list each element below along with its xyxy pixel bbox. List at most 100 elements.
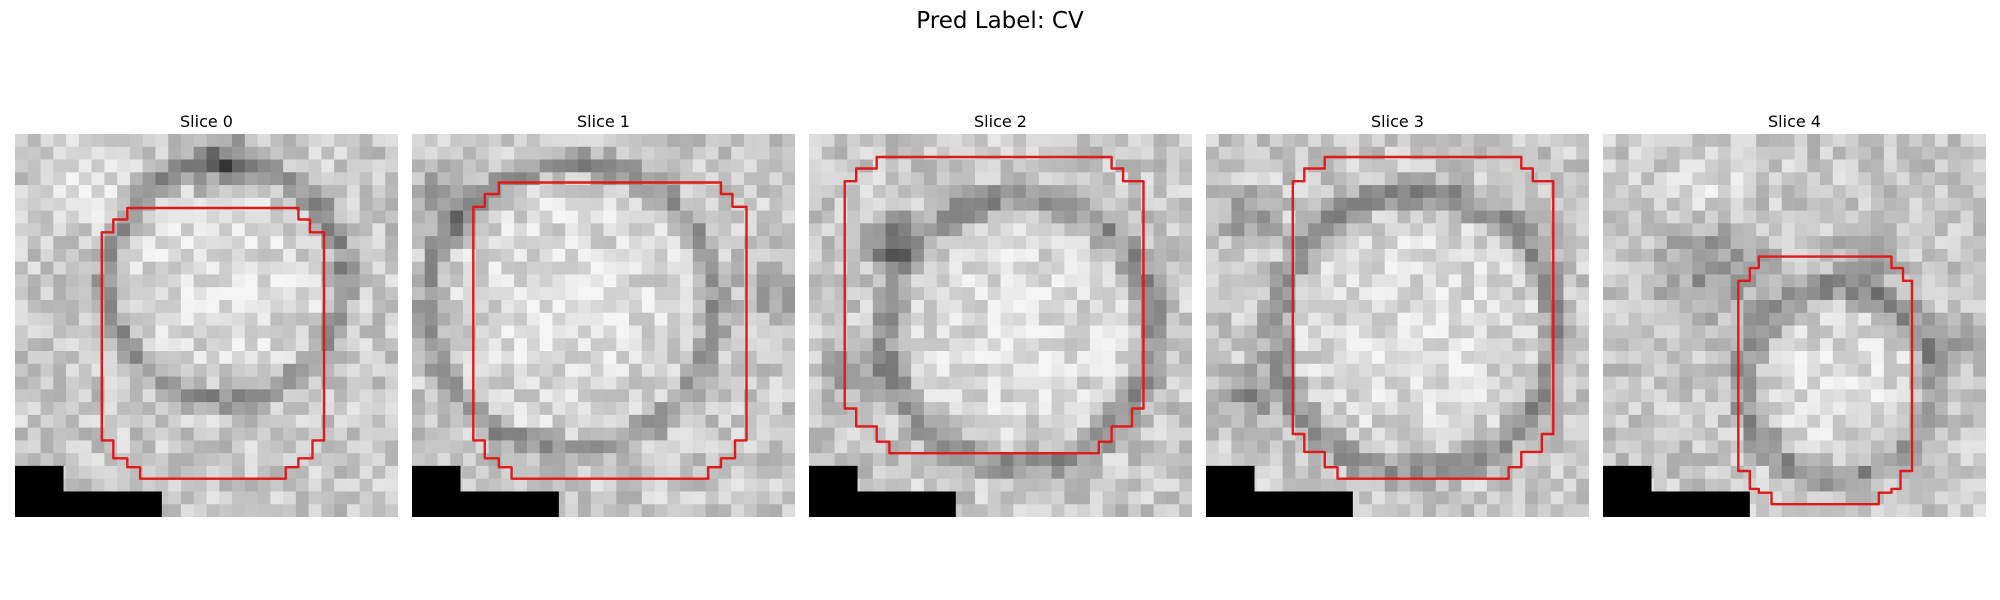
pixel-cell <box>1038 504 1052 517</box>
pixel-cell <box>1537 465 1552 480</box>
pixel-cell <box>257 236 271 250</box>
pixel-cell <box>424 287 438 301</box>
pixel-cell <box>769 338 783 352</box>
pixel-cell <box>1858 261 1872 275</box>
pixel-cell <box>577 491 592 505</box>
pixel-cell <box>756 376 770 390</box>
pixel-cell <box>1179 453 1192 467</box>
pixel-cell <box>1371 274 1386 288</box>
pixel-cell <box>117 261 131 275</box>
pixel-cell <box>180 287 195 301</box>
pixel-cell <box>53 414 67 429</box>
pixel-cell <box>641 427 655 441</box>
pixel-cell <box>1794 236 1808 250</box>
pixel-cell <box>1231 325 1245 339</box>
pixel-cell <box>1743 146 1757 160</box>
pixel-cell <box>590 478 604 492</box>
pixel-cell <box>1717 338 1732 352</box>
pixel-cell <box>1845 351 1859 365</box>
pixel-cell <box>923 325 938 339</box>
pixel-cell <box>667 197 681 211</box>
pixel-cell <box>40 299 54 314</box>
pixel-cell <box>1089 185 1104 199</box>
pixel-cell <box>206 440 220 454</box>
pixel-cell <box>1115 376 1129 390</box>
pixel-cell <box>1013 478 1027 492</box>
pixel-cell <box>526 185 541 199</box>
pixel-cell <box>692 491 707 505</box>
pixel-cell <box>244 414 258 429</box>
pixel-cell <box>1089 389 1104 403</box>
pixel-cell <box>1922 261 1936 275</box>
pixel-cell <box>667 440 681 454</box>
pixel-cell <box>1692 274 1706 288</box>
pixel-cell <box>308 338 322 352</box>
pixel-cell <box>603 146 617 160</box>
pixel-cell <box>1013 325 1027 339</box>
pixel-cell <box>257 478 271 492</box>
pixel-cell <box>1743 325 1757 339</box>
pixel-cell <box>1244 210 1258 224</box>
pixel-cell <box>1397 223 1411 237</box>
pixel-cell <box>949 159 963 173</box>
pixel-cell <box>1820 414 1834 429</box>
pixel-cell <box>1692 312 1706 326</box>
pixel-cell <box>1461 338 1475 352</box>
pixel-cell <box>1179 248 1192 263</box>
pixel-cell <box>962 363 976 377</box>
pixel-cell <box>654 287 668 301</box>
pixel-cell <box>1359 453 1373 467</box>
pixel-cell <box>1295 363 1309 377</box>
pixel-cell <box>1320 389 1335 403</box>
pixel-cell <box>1922 210 1936 224</box>
pixel-cell <box>629 414 643 429</box>
pixel-cell <box>1064 389 1078 403</box>
pixel-cell <box>1654 351 1668 365</box>
pixel-cell <box>385 491 398 505</box>
pixel-cell <box>1435 312 1449 326</box>
pixel-cell <box>1128 299 1142 314</box>
pixel-cell <box>936 414 950 429</box>
pixel-cell <box>1359 299 1373 314</box>
pixel-cell <box>1064 440 1078 454</box>
pixel-cell <box>641 491 655 505</box>
pixel-cell <box>1666 299 1680 314</box>
pixel-cell <box>1794 338 1808 352</box>
pixel-cell <box>257 274 271 288</box>
pixel-cell <box>15 351 29 365</box>
pixel-cell <box>782 236 795 250</box>
pixel-cell <box>1166 389 1180 403</box>
pixel-cell <box>1102 402 1116 416</box>
pixel-cell <box>1499 185 1513 199</box>
pixel-cell <box>667 478 681 492</box>
pixel-cell <box>1947 504 1961 517</box>
pixel-cell <box>1832 159 1846 173</box>
pixel-cell <box>936 210 950 224</box>
pixel-cell <box>974 402 989 416</box>
pixel-cell <box>78 465 92 480</box>
pixel-cell <box>1512 338 1526 352</box>
pixel-cell <box>809 274 823 288</box>
pixel-cell <box>756 389 770 403</box>
pixel-cell <box>1883 236 1898 250</box>
pixel-cell <box>731 261 745 275</box>
pixel-cell <box>1231 453 1245 467</box>
pixel-cell <box>821 427 835 441</box>
pixel-cell <box>1641 351 1655 365</box>
pixel-cell <box>385 440 398 454</box>
pixel-cell <box>1257 299 1271 314</box>
pixel-cell <box>1820 338 1834 352</box>
pixel-cell <box>1794 299 1808 314</box>
pixel-cell <box>1384 248 1398 263</box>
pixel-cell <box>1883 287 1898 301</box>
pixel-cell <box>1896 236 1910 250</box>
pixel-cell <box>1244 172 1258 186</box>
pixel-cell <box>1615 402 1629 416</box>
pixel-cell <box>577 402 592 416</box>
pixel-cell <box>782 134 795 148</box>
pixel-cell <box>1089 504 1104 517</box>
pixel-cell <box>1295 134 1309 148</box>
pixel-cell <box>270 504 284 517</box>
pixel-cell <box>53 261 67 275</box>
pixel-cell <box>1064 274 1078 288</box>
